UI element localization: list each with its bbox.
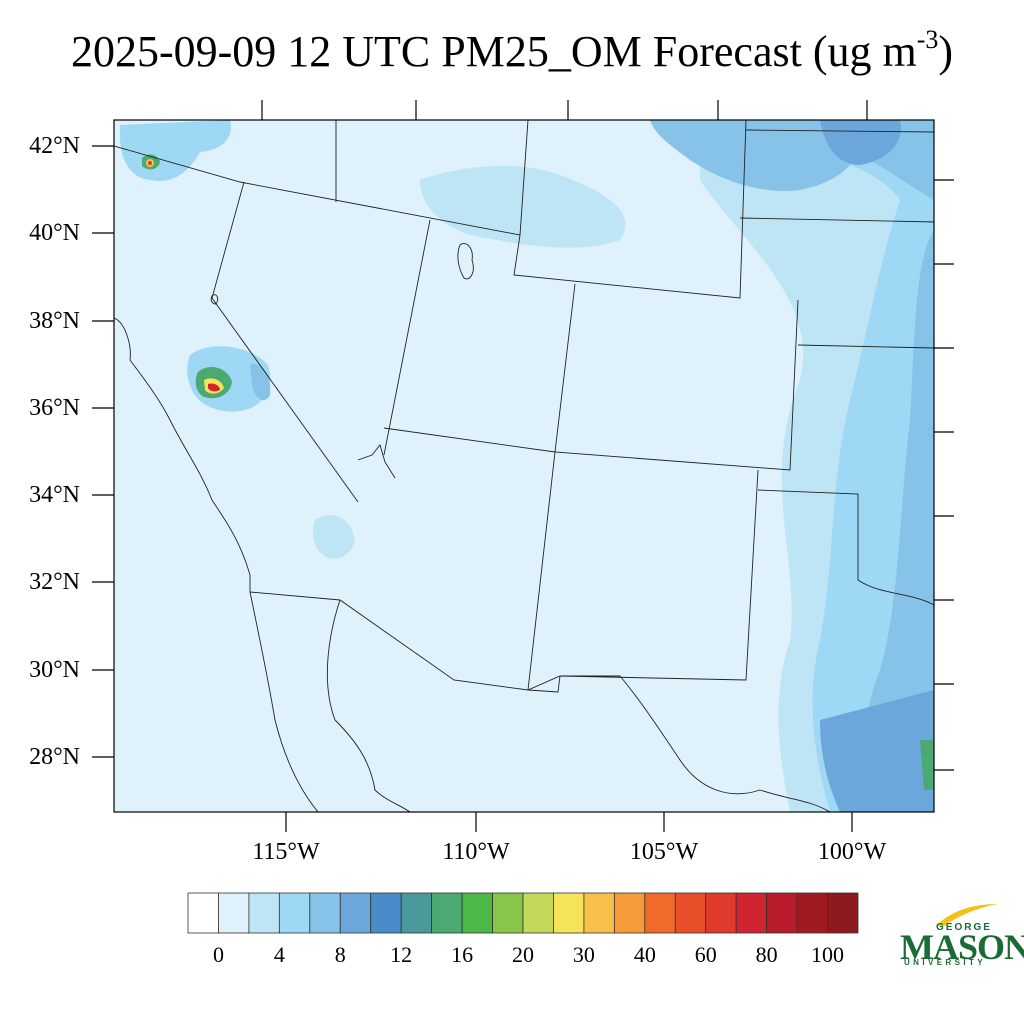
colorbar-swatch: [248, 892, 280, 934]
logo-mason: MASON: [900, 927, 1024, 967]
colorbar-swatch: [613, 892, 646, 934]
colorbar-label: 40: [633, 942, 656, 967]
map-field: [114, 120, 934, 812]
lat-label-34: 34°N: [29, 482, 80, 508]
us-mexico-border: [249, 591, 831, 812]
az-nm-border: [527, 451, 556, 691]
logo-george: GEORGE: [936, 922, 992, 933]
california-coast: [114, 317, 251, 592]
northern-plume: [650, 120, 863, 191]
gulf-of-california: [326, 599, 411, 812]
colorbar-swatch: [735, 892, 768, 934]
colorbar-swatch: [705, 892, 737, 934]
oklahoma-border: [757, 489, 934, 606]
logo-swoosh-icon: [936, 904, 998, 926]
wyoming-border: [513, 120, 747, 299]
colorbar-swatch: [370, 892, 402, 934]
colorbar-label: 80: [755, 942, 778, 967]
kansas-border: [797, 344, 934, 349]
nebraska-border: [739, 217, 934, 223]
colorbar-swatch: [309, 892, 341, 934]
lat-label-38: 38°N: [29, 308, 80, 334]
lat-label-30: 30°N: [29, 657, 80, 683]
colorbar-swatch: [492, 892, 524, 934]
colorbar-label: 16: [451, 942, 474, 967]
wyoming-haze: [420, 165, 626, 248]
colorbar-swatch: [583, 892, 615, 934]
title-superscript: -3: [916, 25, 939, 54]
colorbar-swatch: [400, 892, 433, 934]
lon-label-115: 115°W: [252, 839, 320, 865]
colorbar-swatch: [796, 892, 828, 934]
colorbar-label: 100: [811, 942, 845, 967]
colorbar-label: 20: [512, 942, 534, 967]
boundaries: [114, 120, 934, 812]
colorbar-swatch: [827, 892, 859, 934]
bottom-ticks: [285, 812, 853, 832]
colorbar-swatch: [187, 892, 219, 934]
plains-band-dark: [820, 120, 934, 812]
utah-az-border: [383, 427, 556, 453]
top-ticks: [261, 100, 868, 120]
colorado-border: [554, 283, 799, 471]
southern-plume-core: [920, 740, 934, 790]
title-text: 2025-09-09 12 UTC PM25_OM Forecast (ug m: [70, 27, 917, 76]
lat-label-42: 42°N: [29, 133, 80, 159]
colorbar-label: 60: [694, 942, 717, 967]
nevada-east-border: [383, 219, 431, 456]
colorbar-swatch: [218, 892, 250, 934]
colorado-river: [357, 444, 396, 479]
lon-label-100: 100°W: [817, 839, 887, 865]
arizona-haze: [313, 515, 355, 559]
colorbar-label: 30: [572, 942, 595, 967]
southern-plume: [820, 690, 934, 812]
right-ticks: [934, 179, 954, 771]
colorbar-swatch: [461, 892, 493, 934]
map-frame: [113, 119, 935, 813]
colorbar: [187, 892, 859, 934]
logo-university: UNIVERSITY: [904, 958, 987, 967]
nevada-west-border: [211, 181, 359, 503]
colorbar-swatch: [674, 892, 707, 934]
lon-label-105: 105°W: [629, 839, 699, 865]
colorbar-swatch: [522, 892, 554, 934]
oregon-border: [114, 120, 529, 236]
lat-label-32: 32°N: [29, 569, 80, 595]
nw-fire-center: [148, 161, 152, 165]
colorbar-swatch: [766, 892, 798, 934]
ca-fire-core: [208, 383, 220, 392]
colorbar-swatch: [431, 892, 463, 934]
sd-border: [745, 129, 934, 133]
lon-label-110: 110°W: [442, 839, 510, 865]
colorbar-label: 12: [390, 942, 413, 967]
baja-peninsula: [249, 591, 319, 812]
title-closing: ): [938, 27, 954, 76]
lat-label-40: 40°N: [29, 220, 80, 246]
gmu-logo: GEORGE MASON UNIVERSITY: [896, 902, 1024, 970]
great-salt-lake: [457, 243, 474, 280]
lat-label-36: 36°N: [29, 395, 80, 421]
colorbar-swatch: [339, 892, 372, 934]
colorbar-swatch: [644, 892, 676, 934]
colorbar-label: 4: [273, 942, 285, 967]
map-title: 2025-09-09 12 UTC PM25_OM Forecast (ug m…: [0, 22, 1024, 82]
lat-label-28: 28°N: [29, 744, 80, 770]
left-ticks: [92, 145, 114, 758]
tahoe-lake: [210, 294, 219, 305]
colorbar-swatch: [278, 892, 311, 934]
colorbar-swatch: [553, 892, 585, 934]
colorbar-label: 8: [334, 942, 346, 967]
colorbar-label: 0: [212, 942, 224, 967]
